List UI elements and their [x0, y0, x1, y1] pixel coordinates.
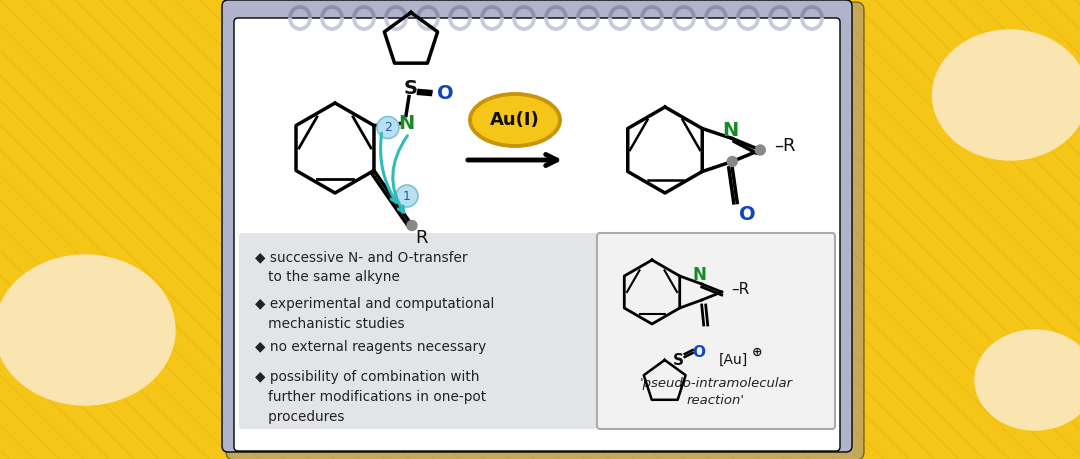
Ellipse shape — [932, 30, 1080, 160]
Text: ◆ successive N- and O-transfer
   to the same alkyne: ◆ successive N- and O-transfer to the sa… — [255, 250, 468, 284]
Ellipse shape — [0, 255, 175, 405]
Text: ◆ experimental and computational
   mechanistic studies: ◆ experimental and computational mechani… — [255, 297, 495, 331]
Circle shape — [755, 145, 766, 155]
Circle shape — [727, 157, 738, 167]
FancyBboxPatch shape — [222, 0, 852, 452]
Text: 1: 1 — [403, 190, 410, 202]
Text: N: N — [723, 121, 739, 140]
Text: N: N — [692, 266, 706, 284]
Text: O: O — [739, 205, 756, 224]
Text: O: O — [436, 84, 454, 103]
Circle shape — [407, 220, 417, 230]
Text: ⊕: ⊕ — [752, 346, 762, 358]
Text: 2: 2 — [384, 121, 392, 134]
Text: –R: –R — [774, 137, 796, 155]
Text: 'pseudo-intramolecular
reaction': 'pseudo-intramolecular reaction' — [639, 377, 793, 407]
FancyBboxPatch shape — [226, 2, 864, 459]
FancyBboxPatch shape — [239, 233, 597, 429]
Text: R: R — [416, 229, 429, 246]
Text: O: O — [692, 345, 705, 359]
Text: ◆ possibility of combination with
   further modifications in one-pot
   procedu: ◆ possibility of combination with furthe… — [255, 370, 486, 424]
Circle shape — [396, 185, 418, 207]
Ellipse shape — [975, 330, 1080, 430]
Circle shape — [377, 117, 399, 139]
Text: Au(I): Au(I) — [490, 111, 540, 129]
Text: –R: –R — [732, 281, 750, 297]
Text: N: N — [397, 114, 414, 133]
Text: [Au]: [Au] — [718, 353, 748, 367]
Ellipse shape — [470, 94, 561, 146]
Text: S: S — [673, 353, 685, 368]
Text: S: S — [404, 79, 418, 98]
Text: ◆ no external reagents necessary: ◆ no external reagents necessary — [255, 340, 486, 354]
FancyBboxPatch shape — [597, 233, 835, 429]
FancyBboxPatch shape — [234, 18, 840, 451]
